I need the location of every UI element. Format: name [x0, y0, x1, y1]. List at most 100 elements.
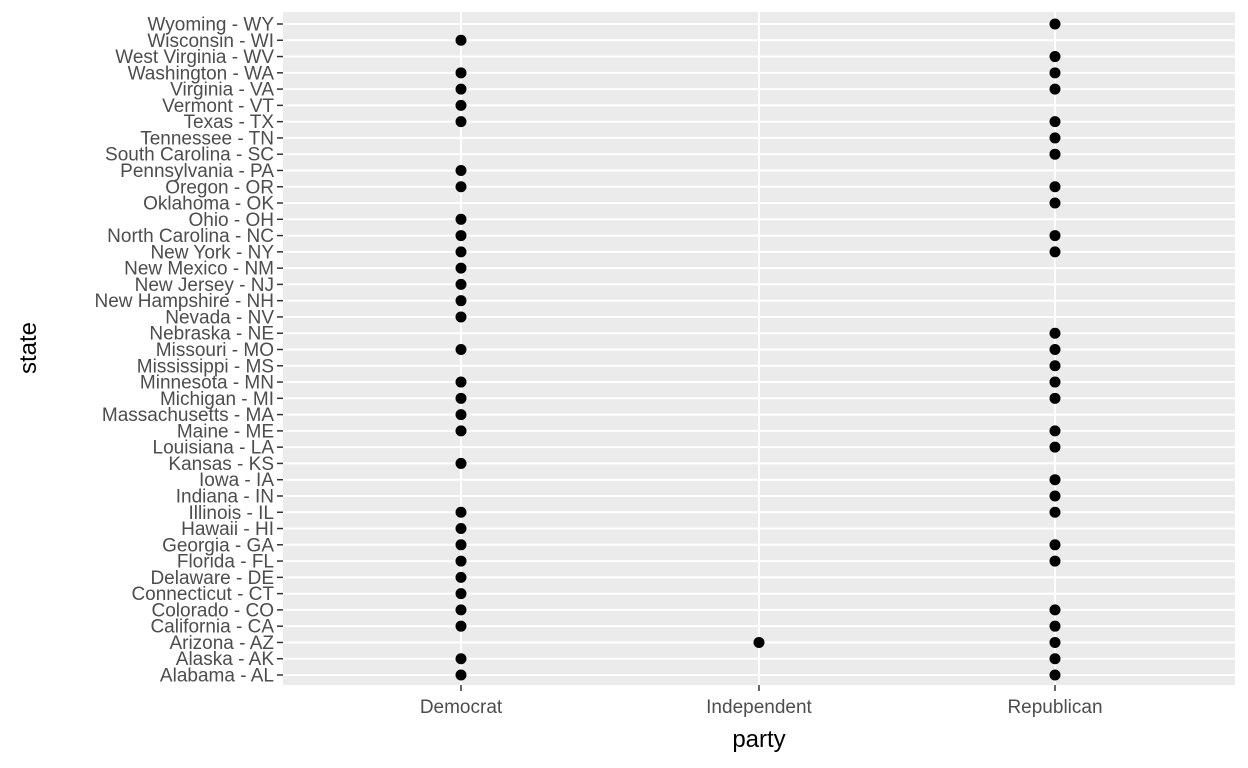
data-point — [455, 620, 467, 632]
y-tick-label: Georgia - GA — [162, 535, 274, 556]
data-point — [1049, 116, 1061, 128]
data-point — [1049, 474, 1061, 486]
y-tick-label: Oklahoma - OK — [143, 194, 274, 215]
y-tick-label: South Carolina - SC — [105, 145, 274, 166]
data-point — [1049, 246, 1061, 258]
data-point — [455, 34, 467, 46]
data-point — [1049, 604, 1061, 616]
data-point — [1049, 636, 1061, 648]
data-point — [455, 376, 467, 388]
data-point — [455, 669, 467, 681]
data-point — [455, 392, 467, 404]
x-tick-label: Independent — [706, 697, 812, 718]
x-tick-label: Democrat — [420, 697, 503, 718]
data-points — [455, 18, 1061, 681]
y-tick-label: Colorado - CO — [152, 600, 275, 621]
y-tick-label: Virginia - VA — [170, 80, 274, 101]
y-tick-label: Nebraska - NE — [149, 324, 274, 345]
data-point — [1049, 653, 1061, 665]
data-point — [455, 653, 467, 665]
y-tick-label: Louisiana - LA — [153, 438, 275, 459]
y-tick-label: Alaska - AK — [176, 649, 275, 670]
y-tick-label: New Mexico - NM — [124, 259, 274, 280]
data-point — [455, 425, 467, 437]
y-tick-label: Delaware - DE — [150, 568, 274, 589]
data-point — [1049, 327, 1061, 339]
data-point — [1049, 376, 1061, 388]
gridlines — [283, 12, 1235, 685]
y-tick-label: Michigan - MI — [160, 389, 274, 410]
x-tick-label: Republican — [1007, 697, 1102, 718]
data-point — [753, 636, 765, 648]
data-point — [455, 539, 467, 551]
y-tick-label: Washington - WA — [128, 63, 275, 84]
data-point — [1049, 197, 1061, 209]
data-point — [1049, 539, 1061, 551]
data-point — [1049, 132, 1061, 144]
data-point — [1049, 441, 1061, 453]
data-point — [1049, 148, 1061, 160]
data-point — [1049, 490, 1061, 502]
data-point — [1049, 669, 1061, 681]
data-point — [455, 523, 467, 535]
data-point — [455, 116, 467, 128]
y-tick-label: Nevada - NV — [165, 307, 274, 328]
y-tick-label: Indiana - IN — [176, 486, 274, 507]
data-point — [455, 246, 467, 258]
data-point — [455, 83, 467, 95]
data-point — [455, 588, 467, 600]
data-point — [1049, 51, 1061, 63]
y-tick-label: Wisconsin - WI — [147, 31, 274, 52]
data-point — [1049, 83, 1061, 95]
data-point — [455, 295, 467, 307]
y-tick-label: Minnesota - MN — [140, 373, 274, 394]
y-tick-label: Connecticut - CT — [131, 584, 274, 605]
y-tick-label: Pennsylvania - PA — [120, 161, 274, 182]
data-point — [455, 604, 467, 616]
y-tick-label: New York - NY — [150, 242, 274, 263]
data-point — [455, 164, 467, 176]
data-point — [1049, 181, 1061, 193]
data-point — [1049, 425, 1061, 437]
data-point — [455, 230, 467, 242]
data-point — [455, 181, 467, 193]
y-tick-label: North Carolina - NC — [107, 226, 274, 247]
y-tick-label: Maine - ME — [177, 421, 274, 442]
y-tick-label: Missouri - MO — [156, 340, 274, 361]
data-point — [455, 311, 467, 323]
y-tick-label: Arizona - AZ — [169, 633, 274, 654]
y-tick-label: Vermont - VT — [162, 96, 274, 117]
data-point — [1049, 555, 1061, 567]
data-point — [455, 571, 467, 583]
data-point — [1049, 18, 1061, 30]
y-tick-label: Ohio - OH — [188, 210, 274, 231]
y-tick-label: California - CA — [150, 617, 274, 638]
data-point — [455, 99, 467, 111]
data-point — [455, 506, 467, 518]
data-point — [455, 67, 467, 79]
data-point — [455, 278, 467, 290]
y-tick-label: Alabama - AL — [160, 666, 274, 687]
data-point — [1049, 620, 1061, 632]
y-tick-label: West Virginia - WV — [115, 47, 274, 68]
data-point — [455, 262, 467, 274]
data-point — [455, 457, 467, 469]
data-point — [1049, 392, 1061, 404]
data-point — [455, 409, 467, 421]
y-tick-label: Oregon - OR — [165, 177, 274, 198]
y-tick-label: Iowa - IA — [199, 470, 274, 491]
y-tick-label: Tennessee - TN — [140, 128, 274, 149]
y-tick-label: Florida - FL — [177, 552, 274, 573]
y-tick-label: Hawaii - HI — [181, 519, 274, 540]
data-point — [1049, 344, 1061, 355]
y-tick-label: Illinois - IL — [188, 503, 274, 524]
x-axis-title: party — [732, 726, 785, 753]
data-point — [455, 213, 467, 225]
data-point — [1049, 67, 1061, 79]
y-tick-label: Texas - TX — [184, 112, 275, 133]
y-tick-label: New Jersey - NJ — [135, 275, 274, 296]
y-tick-label: Massachusetts - MA — [102, 405, 274, 426]
